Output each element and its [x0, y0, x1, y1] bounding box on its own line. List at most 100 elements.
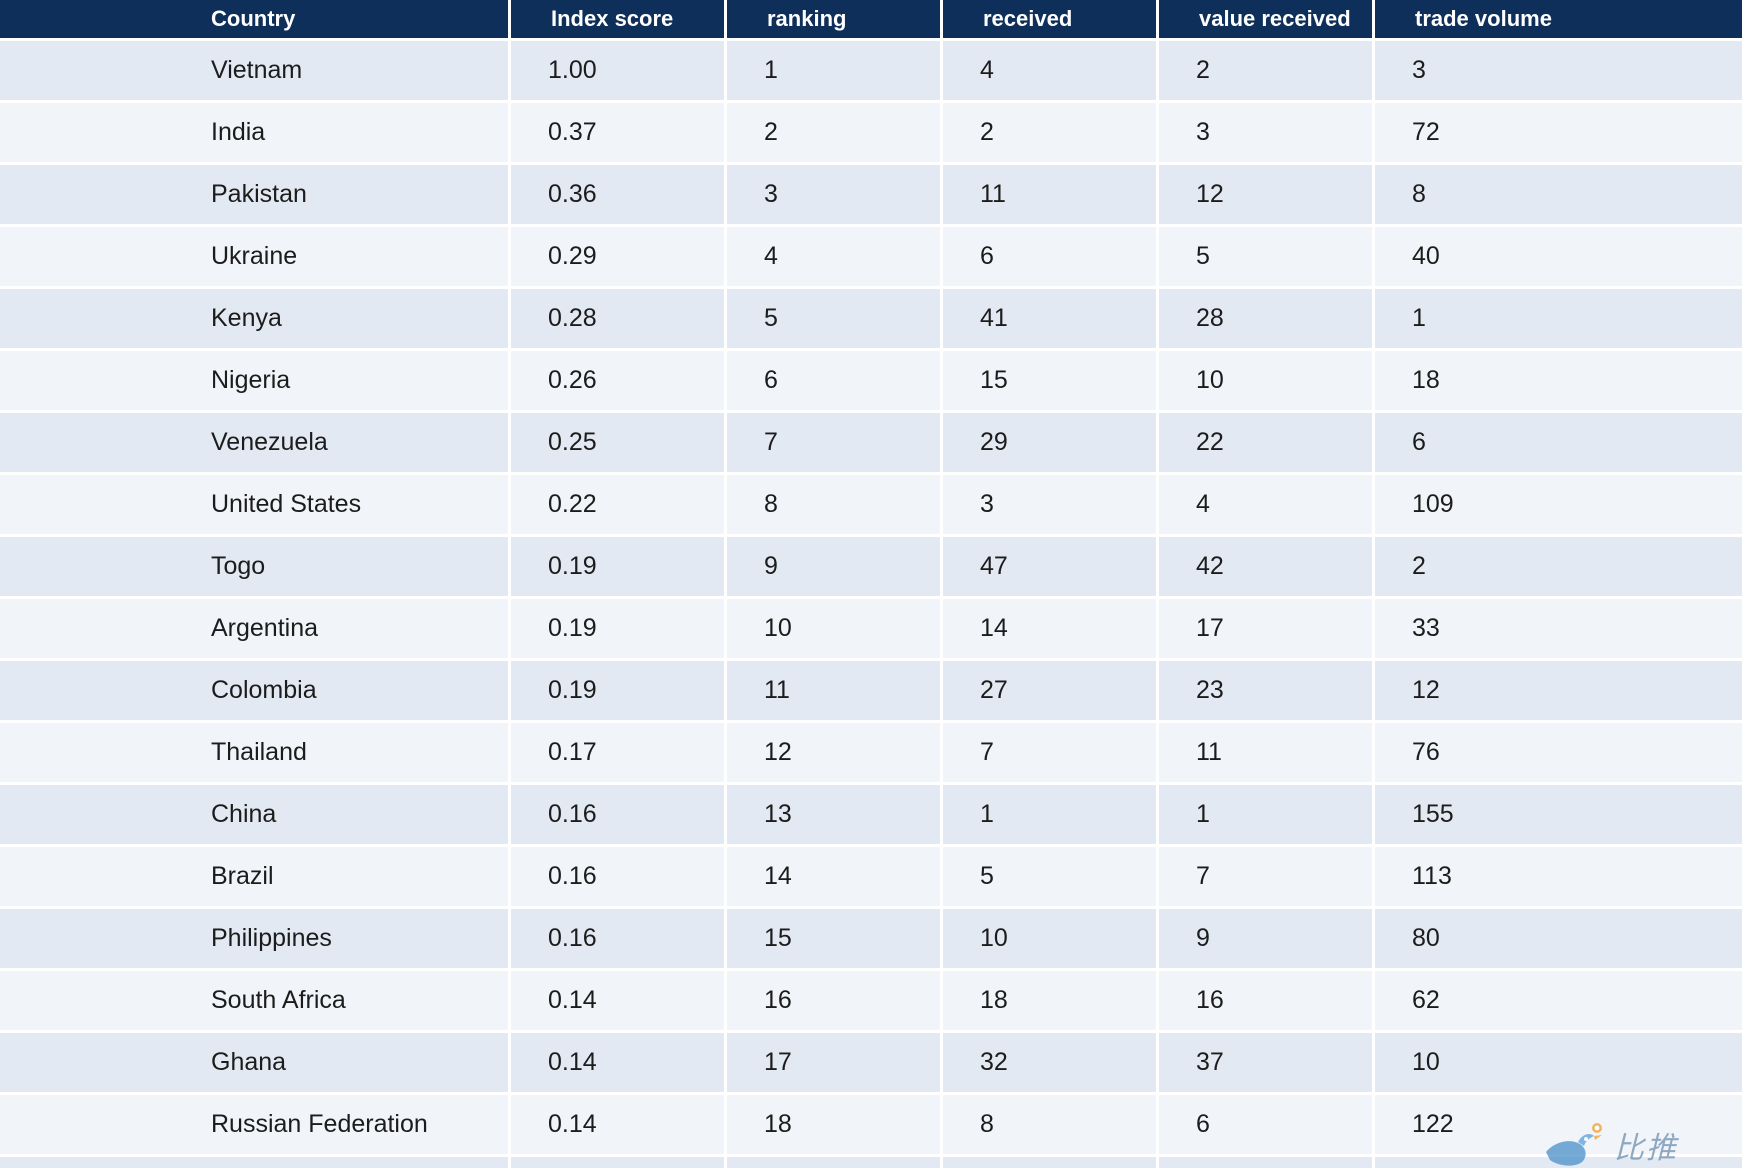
value-received-cell: 17: [1156, 599, 1372, 661]
table-row: India 0.37 2 2 3 72: [0, 103, 1742, 165]
table-row: Argentina 0.19 10 14 17 33: [0, 599, 1742, 661]
received-cell: 15: [940, 351, 1156, 413]
received-cell: 1: [940, 785, 1156, 847]
ranking-cell: 7: [724, 413, 940, 475]
trade-volume-cell: 18: [1372, 351, 1742, 413]
country-cell: India: [0, 103, 508, 165]
trade-volume-cell: 155: [1372, 785, 1742, 847]
ranking-cell: 16: [724, 971, 940, 1033]
country-cell: United States: [0, 475, 508, 537]
index-score-cell: 0.16: [508, 785, 724, 847]
ranking-cell: 15: [724, 909, 940, 971]
ranking-cell: 8: [724, 475, 940, 537]
trade-volume-cell: 8: [1372, 165, 1742, 227]
index-score-cell: [508, 1157, 724, 1168]
index-score-cell: 0.16: [508, 847, 724, 909]
country-cell: China: [0, 785, 508, 847]
received-cell: 29: [940, 413, 1156, 475]
table-row: [0, 1157, 1742, 1168]
value-received-cell: 11: [1156, 723, 1372, 785]
table-row: Colombia 0.19 11 27 23 12: [0, 661, 1742, 723]
ranking-cell: 5: [724, 289, 940, 351]
trade-volume-cell: 33: [1372, 599, 1742, 661]
received-cell: 8: [940, 1095, 1156, 1157]
value-received-cell: 37: [1156, 1033, 1372, 1095]
country-cell: Russian Federation: [0, 1095, 508, 1157]
value-received-cell: 28: [1156, 289, 1372, 351]
ranking-cell: 3: [724, 165, 940, 227]
index-score-cell: 0.17: [508, 723, 724, 785]
index-score-cell: 0.19: [508, 599, 724, 661]
ranking-cell: 2: [724, 103, 940, 165]
value-received-cell: 4: [1156, 475, 1372, 537]
index-score-cell: 0.25: [508, 413, 724, 475]
table-row: Ukraine 0.29 4 6 5 40: [0, 227, 1742, 289]
ranking-cell: 17: [724, 1033, 940, 1095]
received-cell: 18: [940, 971, 1156, 1033]
index-score-cell: 1.00: [508, 41, 724, 103]
index-score-cell: 0.19: [508, 661, 724, 723]
trade-volume-cell: 2: [1372, 537, 1742, 599]
value-received-cell: 9: [1156, 909, 1372, 971]
country-cell: Argentina: [0, 599, 508, 661]
trade-volume-cell: 62: [1372, 971, 1742, 1033]
country-cell: [0, 1157, 508, 1168]
index-score-cell: 0.14: [508, 1033, 724, 1095]
value-received-cell: 10: [1156, 351, 1372, 413]
table-row: Thailand 0.17 12 7 11 76: [0, 723, 1742, 785]
table-row: Vietnam 1.00 1 4 2 3: [0, 41, 1742, 103]
country-cell: Colombia: [0, 661, 508, 723]
value-received-cell: 16: [1156, 971, 1372, 1033]
table-header: Country Index score ranking received val…: [0, 0, 1742, 41]
table-row: Philippines 0.16 15 10 9 80: [0, 909, 1742, 971]
index-score-cell: 0.29: [508, 227, 724, 289]
table-row: Togo 0.19 9 47 42 2: [0, 537, 1742, 599]
column-header-index-score: Index score: [508, 0, 724, 41]
received-cell: 5: [940, 847, 1156, 909]
country-cell: Pakistan: [0, 165, 508, 227]
value-received-cell: 22: [1156, 413, 1372, 475]
column-header-received: received: [940, 0, 1156, 41]
ranking-cell: [724, 1157, 940, 1168]
trade-volume-cell: 10: [1372, 1033, 1742, 1095]
country-cell: Kenya: [0, 289, 508, 351]
trade-volume-cell: 109: [1372, 475, 1742, 537]
value-received-cell: [1156, 1157, 1372, 1168]
received-cell: 4: [940, 41, 1156, 103]
ranking-cell: 9: [724, 537, 940, 599]
ranking-cell: 1: [724, 41, 940, 103]
bird-logo-icon: [1546, 1123, 1602, 1166]
ranking-cell: 10: [724, 599, 940, 661]
received-cell: 3: [940, 475, 1156, 537]
index-score-cell: 0.14: [508, 971, 724, 1033]
table-body: Vietnam 1.00 1 4 2 3 India 0.37 2 2 3 72 Pakistan 0.3…: [0, 41, 1742, 1168]
country-cell: Brazil: [0, 847, 508, 909]
country-cell: Philippines: [0, 909, 508, 971]
value-received-cell: 6: [1156, 1095, 1372, 1157]
country-cell: Venezuela: [0, 413, 508, 475]
received-cell: 41: [940, 289, 1156, 351]
received-cell: 10: [940, 909, 1156, 971]
received-cell: 27: [940, 661, 1156, 723]
index-score-cell: 0.19: [508, 537, 724, 599]
country-cell: Togo: [0, 537, 508, 599]
received-cell: 2: [940, 103, 1156, 165]
received-cell: [940, 1157, 1156, 1168]
table-row: Venezuela 0.25 7 29 22 6: [0, 413, 1742, 475]
column-header-trade-volume: trade volume: [1372, 0, 1742, 41]
table-row: South Africa 0.14 16 18 16 62: [0, 971, 1742, 1033]
trade-volume-cell: 1: [1372, 289, 1742, 351]
trade-volume-cell: 6: [1372, 413, 1742, 475]
received-cell: 11: [940, 165, 1156, 227]
table-row: Ghana 0.14 17 32 37 10: [0, 1033, 1742, 1095]
received-cell: 47: [940, 537, 1156, 599]
index-score-cell: 0.16: [508, 909, 724, 971]
country-cell: Nigeria: [0, 351, 508, 413]
watermark: 比推: [1540, 1122, 1740, 1168]
value-received-cell: 12: [1156, 165, 1372, 227]
table-row: Nigeria 0.26 6 15 10 18: [0, 351, 1742, 413]
index-score-cell: 0.37: [508, 103, 724, 165]
value-received-cell: 1: [1156, 785, 1372, 847]
value-received-cell: 7: [1156, 847, 1372, 909]
table-row: Pakistan 0.36 3 11 12 8: [0, 165, 1742, 227]
